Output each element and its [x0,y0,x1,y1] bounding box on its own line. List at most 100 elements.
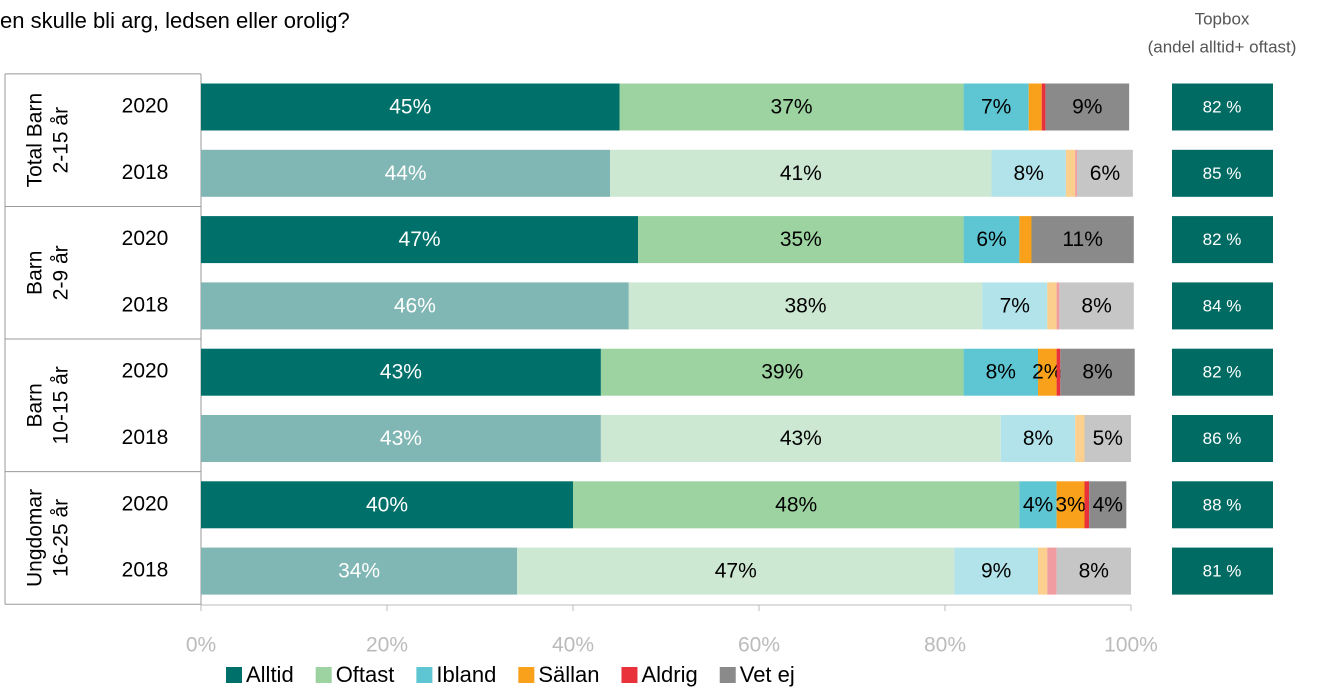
bar-segment [619,83,964,131]
data-label: 47% [715,560,757,583]
topbox-title: Topbox [1195,9,1250,28]
bar-segment [1047,547,1057,595]
data-label: 47% [399,228,441,251]
legend-label: Aldrig [641,662,697,687]
data-label: 6% [1090,162,1120,185]
chart-title: en skulle bli arg, ledsen eller orolig? [0,8,350,33]
topbox-box [1172,83,1273,131]
bar-segment [1056,282,1060,330]
legend-label: Oftast [336,662,395,687]
bar-segment [1056,481,1085,529]
bar-segment [201,415,601,462]
topbox-box [1172,481,1273,529]
data-label: 34% [338,560,380,583]
bar-segment [1056,547,1131,595]
topbox-box [1172,282,1273,330]
data-label: 4% [1093,493,1123,516]
data-label: 11% [1062,228,1102,251]
bar-segment [1019,216,1032,264]
group-label: Barn [24,383,47,427]
data-label: 3% [1055,493,1085,516]
data-label: 8% [1081,294,1111,317]
bar-segment [1019,481,1057,529]
data-label: 8% [1082,361,1112,384]
bar-segment [1075,415,1085,462]
data-label: 45% [389,96,431,119]
bar-segment [638,216,964,264]
legend-label: Vet ej [740,662,795,687]
data-label: 43% [380,427,422,450]
data-label: 9% [981,560,1011,583]
x-tick-label: 80% [924,634,966,657]
bar-segment [982,282,1048,330]
bar-segment [1075,149,1078,197]
group-label: Ungdomar [24,489,47,587]
data-label: 43% [380,361,422,384]
bar-segment [201,149,611,197]
x-tick-label: 0% [186,634,216,657]
row-label: 2020 [122,360,169,383]
bar-segment [1077,149,1133,197]
bar-segment [1028,83,1042,131]
group-label: 10-15 år [50,366,73,444]
row-label: 2018 [122,559,169,582]
topbox-box [1172,216,1273,264]
legend-label: Ibland [436,662,496,687]
data-label: 2% [1032,361,1062,384]
topbox-subtitle: (andel alltid+ oftast) [1148,37,1297,56]
x-tick-label: 20% [366,634,408,657]
data-label: 48% [775,493,817,516]
data-label: 35% [780,228,822,251]
bar-segment [1084,415,1131,462]
bar-segment [1089,481,1127,529]
bar-segment [1060,348,1135,396]
bar-segment [600,415,1001,462]
x-tick-label: 60% [738,634,780,657]
data-label: 8% [1023,427,1053,450]
legend-swatch [416,667,433,683]
bar-segment [1084,481,1090,529]
group-label: Total Barn [24,93,47,188]
legend-swatch [226,667,242,683]
topbox-label: 88 % [1203,495,1242,514]
x-tick-label: 40% [552,634,594,657]
bar-segment [201,282,629,330]
bar-segment [628,282,983,330]
row-label: 2018 [122,293,169,316]
topbox-label: 82 % [1203,363,1242,382]
bar-segment [991,149,1066,197]
legend-label: Alltid [246,662,294,687]
data-label: 44% [385,162,427,185]
data-label: 7% [1000,294,1030,317]
topbox-label: 86 % [1203,429,1242,448]
row-label: 2018 [122,426,169,449]
group-label: 2-15 år [50,107,73,174]
x-tick-label: 100% [1104,634,1158,657]
bar-segment [201,481,573,529]
bar-segment [600,348,964,396]
bar-segment [201,348,601,396]
row-label: 2020 [122,492,169,515]
data-label: 39% [761,361,803,384]
data-label: 43% [780,427,822,450]
bar-segment [1041,83,1046,131]
legend-label: Sällan [538,662,599,687]
data-label: 8% [986,361,1016,384]
topbox-label: 81 % [1203,562,1242,581]
data-label: 4% [1023,493,1053,516]
bar-segment [963,83,1029,131]
data-label: 8% [1014,162,1044,185]
topbox-box [1172,547,1273,595]
data-label: 8% [1079,560,1109,583]
legend-swatch [518,667,535,683]
data-label: 40% [366,493,408,516]
topbox-label: 82 % [1203,230,1242,249]
bar-segment [1000,415,1076,462]
data-label: 41% [780,162,822,185]
bar-segment [1045,83,1130,131]
row-label: 2018 [122,161,169,184]
bar-segment [954,547,1038,595]
data-label: 9% [1072,96,1102,119]
